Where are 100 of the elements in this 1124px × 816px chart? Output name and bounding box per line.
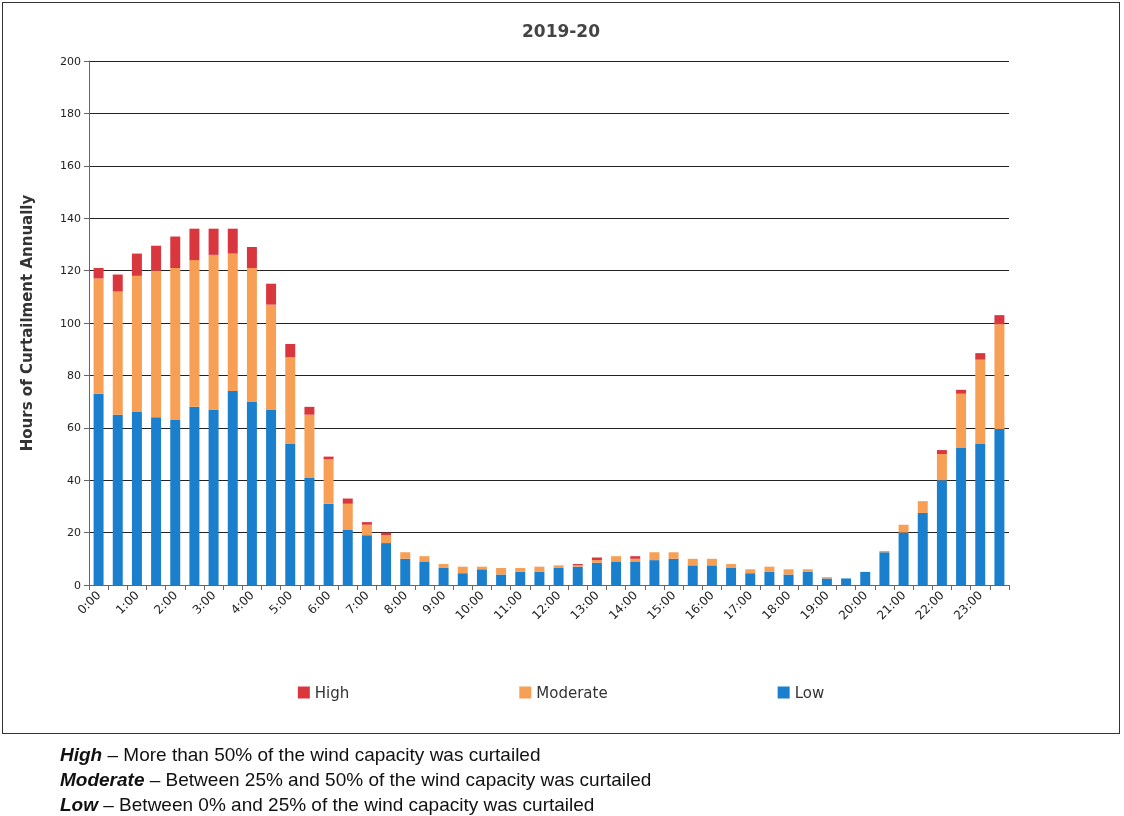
bar	[668, 552, 679, 559]
bar	[783, 574, 794, 585]
y-tick-label: 200	[60, 54, 81, 68]
bar	[515, 571, 526, 585]
bar	[170, 236, 181, 268]
bar	[457, 573, 468, 585]
bar	[496, 567, 507, 575]
bar	[764, 566, 775, 572]
bar	[438, 567, 449, 585]
bar	[246, 267, 257, 402]
legend-label: Low	[794, 683, 825, 702]
y-tick-label: 140	[60, 211, 81, 225]
y-tick-label: 40	[67, 473, 81, 487]
bar	[956, 393, 967, 448]
bar	[534, 566, 545, 572]
bar	[726, 567, 737, 585]
bar	[189, 260, 200, 407]
bar	[726, 564, 737, 568]
bar	[189, 228, 200, 261]
bar	[496, 574, 507, 585]
bar	[208, 254, 219, 410]
bar	[342, 498, 353, 504]
bar	[151, 245, 162, 271]
bar	[170, 419, 181, 585]
bar	[112, 414, 123, 585]
bar	[131, 412, 142, 585]
bar	[975, 353, 986, 360]
bar	[266, 409, 277, 585]
bar	[745, 569, 756, 574]
chart-title: 2019-20	[521, 20, 601, 41]
bar	[649, 552, 660, 561]
bar	[975, 443, 986, 585]
bar	[208, 228, 219, 255]
bar	[994, 429, 1005, 585]
bar	[821, 578, 832, 585]
bar	[706, 558, 717, 566]
bar	[783, 569, 794, 575]
bar	[323, 459, 334, 504]
y-tick-label: 20	[67, 526, 81, 540]
bar	[112, 274, 123, 292]
bar	[342, 503, 353, 530]
bar	[304, 477, 315, 585]
bar	[898, 524, 909, 533]
bar	[457, 566, 468, 574]
legend-label: High	[314, 683, 350, 702]
text: High – More than 50% of the wind capacity was curtailed	[60, 743, 542, 767]
bar	[917, 512, 928, 585]
bar	[285, 357, 296, 444]
legend-label: Moderate	[536, 683, 608, 702]
bar	[802, 569, 813, 572]
bar	[381, 535, 392, 544]
bar	[956, 447, 967, 585]
bar	[208, 409, 219, 585]
bar	[936, 454, 947, 481]
bar	[706, 565, 717, 585]
bar	[246, 247, 257, 268]
bar	[112, 291, 123, 415]
bar	[304, 414, 315, 478]
bar	[611, 561, 622, 585]
bar	[687, 558, 698, 566]
bar	[917, 501, 928, 513]
bar	[898, 532, 909, 585]
bar	[936, 480, 947, 585]
bar	[572, 566, 583, 585]
bar	[802, 571, 813, 585]
bar	[764, 571, 775, 585]
text: Moderate – Between 25% and 50% of the wind capacity was curtailed	[60, 768, 652, 792]
y-tick-label: 120	[60, 264, 81, 278]
bar	[668, 558, 679, 585]
y-tick-label: 0	[74, 578, 81, 592]
text: Low – Between 0% and 25% of the wind capacity was curtailed	[60, 793, 596, 816]
bar	[687, 565, 698, 585]
bar	[93, 393, 104, 585]
bar	[189, 406, 200, 585]
y-tick-label: 60	[67, 421, 81, 435]
bar	[381, 543, 392, 585]
bar	[93, 278, 104, 394]
y-tick-label: 160	[60, 159, 81, 173]
bar	[591, 562, 602, 585]
bar	[400, 552, 411, 559]
bar	[611, 556, 622, 562]
y-tick-label: 80	[67, 368, 81, 382]
bar	[534, 571, 545, 585]
bar	[227, 228, 238, 254]
bar	[246, 401, 257, 585]
bar	[361, 524, 372, 536]
bar	[131, 253, 142, 276]
bar	[630, 561, 641, 585]
bar	[649, 560, 660, 585]
y-tick-label: 100	[60, 316, 81, 330]
bar	[400, 558, 411, 585]
bar	[994, 324, 1005, 430]
bar	[227, 253, 238, 392]
bar	[879, 552, 890, 585]
bar	[227, 391, 238, 585]
y-tick-label: 180	[60, 106, 81, 120]
bar	[476, 569, 487, 585]
bar	[151, 417, 162, 585]
bar	[285, 443, 296, 585]
bar	[93, 267, 104, 279]
